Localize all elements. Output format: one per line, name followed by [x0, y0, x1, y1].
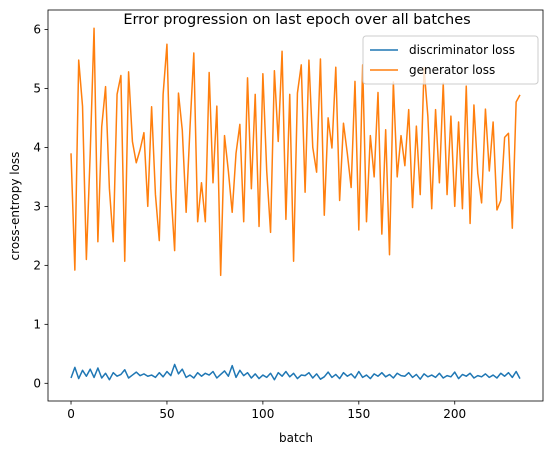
y-tick-label: 2 — [33, 258, 41, 272]
legend-box — [362, 35, 539, 85]
x-tick-label: 0 — [67, 407, 75, 421]
x-axis-label: batch — [279, 431, 313, 445]
y-tick-label: 0 — [33, 376, 41, 390]
plot-area — [47, 9, 544, 402]
x-tick-label: 50 — [159, 407, 174, 421]
y-tick-label: 5 — [33, 81, 41, 95]
series-line-generator-loss — [70, 27, 521, 277]
y-tick-label: 6 — [33, 22, 41, 36]
legend-label-discriminator-loss: discriminator loss — [409, 43, 515, 57]
x-tick-label: 150 — [347, 407, 370, 421]
y-tick-label: 4 — [33, 140, 41, 154]
legend-label-generator-loss: generator loss — [409, 63, 495, 77]
y-axis-label: cross-entropy loss — [8, 152, 22, 261]
y-axis: 0 1 2 3 4 5 6 — [33, 22, 48, 390]
series-group — [70, 27, 521, 381]
legend: discriminator loss generator loss — [362, 35, 539, 85]
y-tick-label: 3 — [33, 199, 41, 213]
x-axis: 0 50 100 150 200 — [67, 401, 466, 421]
x-tick-label: 100 — [251, 407, 274, 421]
y-tick-label: 1 — [33, 317, 41, 331]
series-line-discriminator-loss — [70, 363, 521, 381]
x-tick-label: 200 — [443, 407, 466, 421]
chart-title: Error progression on last epoch over all… — [123, 12, 470, 28]
axes-frame — [47, 9, 544, 402]
